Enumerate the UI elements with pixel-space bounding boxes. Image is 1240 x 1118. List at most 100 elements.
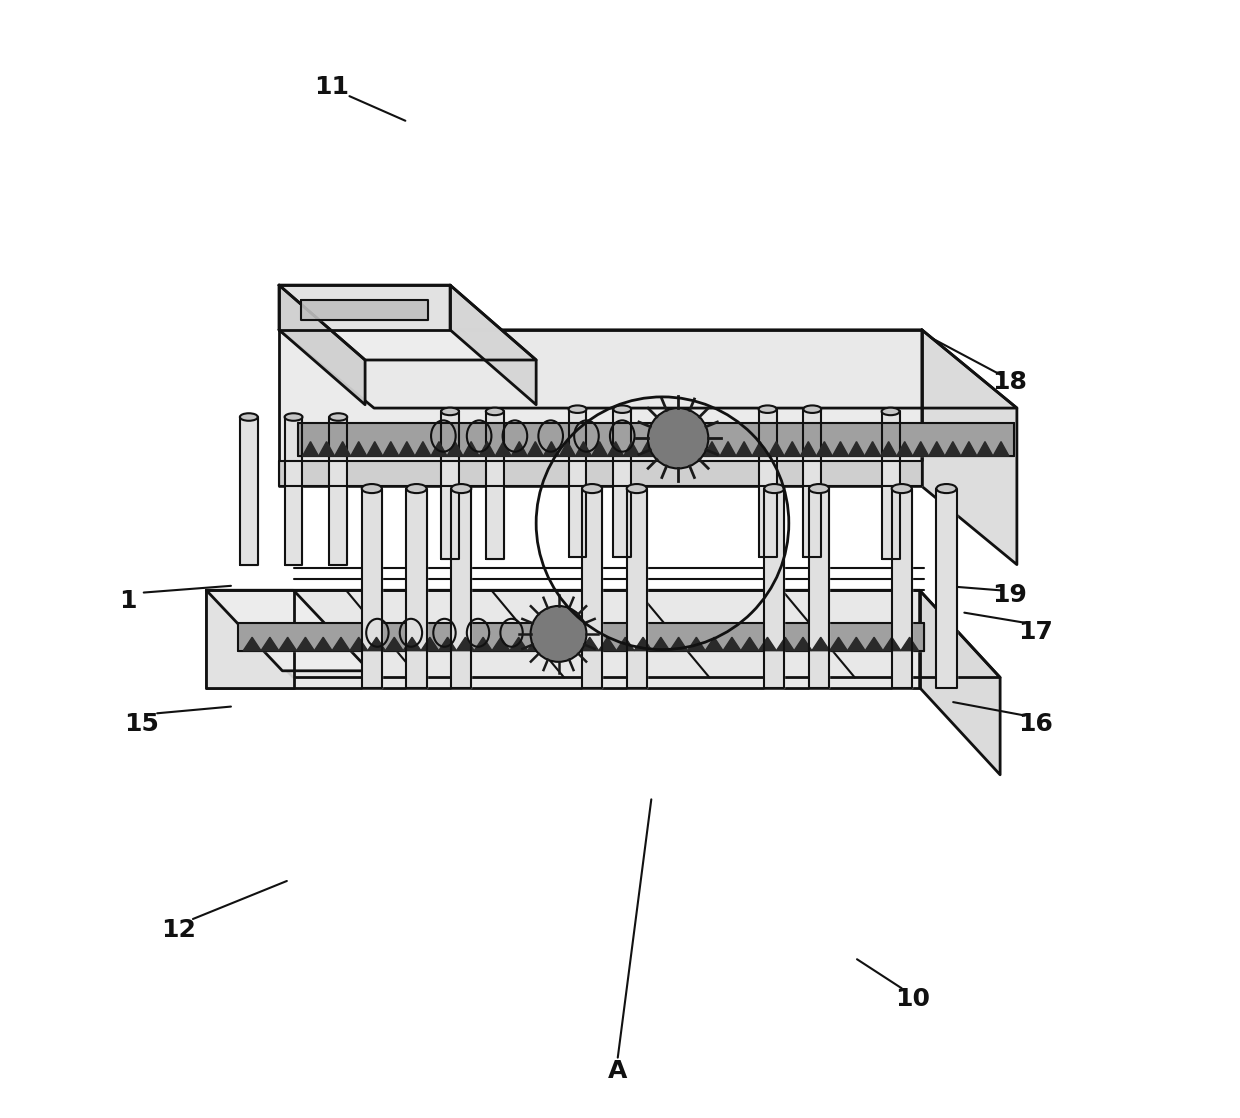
Polygon shape — [279, 461, 921, 486]
Polygon shape — [961, 442, 977, 456]
Text: 15: 15 — [124, 712, 159, 737]
Polygon shape — [439, 637, 456, 651]
Ellipse shape — [582, 484, 603, 493]
Text: A: A — [608, 1059, 627, 1083]
Polygon shape — [335, 442, 351, 456]
Text: 16: 16 — [1018, 712, 1053, 737]
Polygon shape — [495, 442, 511, 456]
Polygon shape — [543, 442, 559, 456]
Polygon shape — [351, 442, 367, 456]
Polygon shape — [883, 637, 900, 651]
Polygon shape — [206, 590, 1001, 678]
Text: 11: 11 — [314, 75, 348, 100]
Text: 19: 19 — [992, 582, 1027, 607]
Polygon shape — [784, 442, 800, 456]
Polygon shape — [285, 417, 303, 565]
Polygon shape — [920, 590, 1001, 775]
Polygon shape — [279, 285, 365, 405]
Polygon shape — [759, 637, 776, 651]
Polygon shape — [486, 411, 503, 559]
Polygon shape — [936, 489, 956, 688]
Polygon shape — [206, 590, 294, 688]
Polygon shape — [672, 442, 688, 456]
Ellipse shape — [362, 484, 382, 493]
Polygon shape — [864, 442, 880, 456]
Polygon shape — [921, 330, 1017, 565]
Polygon shape — [634, 637, 652, 651]
Polygon shape — [591, 442, 608, 456]
Polygon shape — [362, 489, 382, 688]
Polygon shape — [206, 590, 370, 671]
Polygon shape — [415, 442, 432, 456]
Polygon shape — [913, 442, 929, 456]
Polygon shape — [479, 442, 495, 456]
Polygon shape — [737, 442, 753, 456]
Polygon shape — [279, 637, 296, 651]
Polygon shape — [687, 637, 706, 651]
Polygon shape — [279, 330, 921, 486]
Polygon shape — [816, 442, 832, 456]
Polygon shape — [463, 442, 479, 456]
Polygon shape — [808, 489, 830, 688]
Polygon shape — [599, 637, 616, 651]
Polygon shape — [399, 442, 415, 456]
Polygon shape — [945, 442, 961, 456]
Polygon shape — [626, 489, 647, 688]
Polygon shape — [559, 442, 575, 456]
Text: 10: 10 — [895, 987, 930, 1012]
Polygon shape — [892, 489, 911, 688]
Polygon shape — [279, 285, 536, 360]
Polygon shape — [332, 637, 350, 651]
Polygon shape — [260, 637, 279, 651]
Polygon shape — [301, 300, 428, 320]
Ellipse shape — [330, 414, 347, 420]
Ellipse shape — [407, 484, 427, 493]
Ellipse shape — [451, 484, 471, 493]
Polygon shape — [446, 442, 463, 456]
Polygon shape — [848, 442, 864, 456]
Polygon shape — [563, 637, 580, 651]
Polygon shape — [314, 637, 332, 651]
Ellipse shape — [626, 484, 647, 493]
Ellipse shape — [808, 484, 830, 493]
Polygon shape — [812, 637, 830, 651]
Polygon shape — [239, 417, 258, 565]
Polygon shape — [616, 637, 634, 651]
Polygon shape — [866, 637, 883, 651]
Polygon shape — [238, 623, 924, 651]
Polygon shape — [206, 590, 920, 688]
Ellipse shape — [239, 414, 258, 420]
Polygon shape — [624, 442, 640, 456]
Polygon shape — [640, 442, 656, 456]
Polygon shape — [800, 442, 816, 456]
Polygon shape — [319, 442, 335, 456]
Ellipse shape — [614, 406, 631, 413]
Polygon shape — [740, 637, 759, 651]
Text: 18: 18 — [992, 370, 1027, 395]
Polygon shape — [753, 442, 769, 456]
Polygon shape — [759, 409, 776, 557]
Polygon shape — [279, 285, 450, 330]
Polygon shape — [527, 637, 546, 651]
Polygon shape — [614, 409, 631, 557]
Text: 17: 17 — [1018, 619, 1053, 644]
Polygon shape — [764, 489, 785, 688]
Polygon shape — [706, 637, 723, 651]
Polygon shape — [511, 442, 527, 456]
Polygon shape — [350, 637, 367, 651]
Text: 12: 12 — [161, 918, 196, 942]
Ellipse shape — [936, 484, 956, 493]
Polygon shape — [794, 637, 812, 651]
Polygon shape — [656, 442, 672, 456]
Polygon shape — [575, 442, 591, 456]
Polygon shape — [330, 417, 347, 565]
Polygon shape — [882, 411, 899, 559]
Polygon shape — [367, 637, 386, 651]
Ellipse shape — [569, 406, 587, 413]
Polygon shape — [832, 442, 848, 456]
Polygon shape — [769, 442, 784, 456]
Polygon shape — [582, 489, 603, 688]
Polygon shape — [723, 637, 740, 651]
Ellipse shape — [285, 414, 303, 420]
Polygon shape — [441, 411, 459, 559]
